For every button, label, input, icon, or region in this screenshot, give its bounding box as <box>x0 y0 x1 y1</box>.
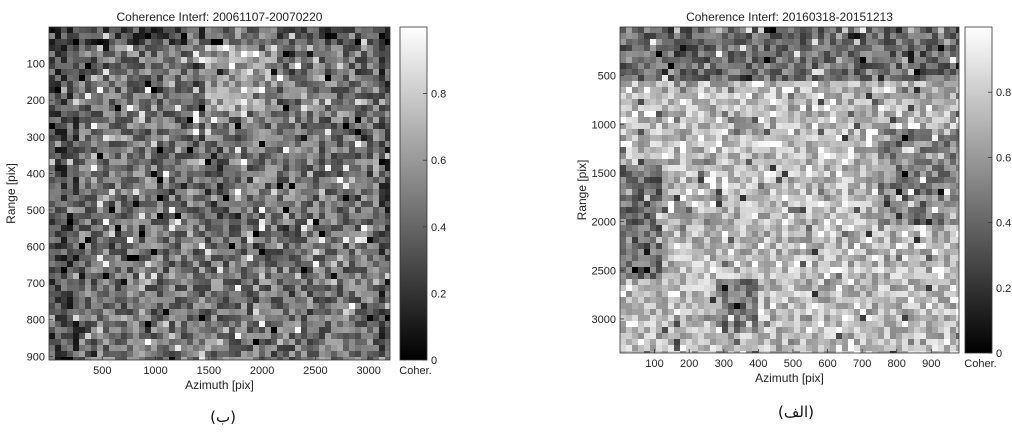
y-tick-label: 400 <box>27 168 45 180</box>
x-tick-label: 200 <box>680 358 698 370</box>
colorbar <box>964 26 993 354</box>
plot-frame <box>619 26 960 354</box>
x-tick-label: 900 <box>922 358 940 370</box>
x-tick-label: 300 <box>715 358 733 370</box>
x-tick-label: 800 <box>888 358 906 370</box>
plot-frame <box>48 26 391 361</box>
y-axis-label: Range [pix] <box>4 163 18 224</box>
chart-title: Coherence Interf: 20160318-20151213 <box>686 10 893 24</box>
x-axis-label: Azimuth [pix] <box>755 371 824 385</box>
colorbar-tick-label: 0 <box>996 348 1002 360</box>
x-tick-label: 1500 <box>197 365 221 377</box>
x-tick-label: 2000 <box>250 365 274 377</box>
y-tick-label: 800 <box>27 315 45 327</box>
y-tick-label: 2000 <box>592 217 616 229</box>
y-tick-label: 700 <box>27 278 45 290</box>
chart-title: Coherence Interf: 20061107-20070220 <box>117 10 323 24</box>
panel-b: Coherence Interf: 20061107-20070220 500 10… <box>4 10 446 426</box>
y-tick-label: 500 <box>27 205 45 217</box>
y-tick-label: 2500 <box>592 265 616 277</box>
x-tick-label: 500 <box>784 358 802 370</box>
coherence-image <box>49 27 390 360</box>
colorbar-label: Coher. <box>399 365 431 377</box>
colorbar <box>399 26 428 361</box>
y-tick-label: 300 <box>27 132 45 144</box>
y-tick-label: 1500 <box>592 168 616 180</box>
y-tick-label: 100 <box>27 59 45 71</box>
coherence-chart-a: Coherence Interf: 20160318-20151213 100 20… <box>575 10 1011 385</box>
colorbar-tick-label: 0.6 <box>996 152 1011 164</box>
caption-a: (الف) <box>778 403 814 421</box>
coherence-image <box>620 27 959 353</box>
y-tick-label: 1000 <box>592 119 616 131</box>
x-axis-label: Azimuth [pix] <box>185 378 254 392</box>
colorbar-tick-label: 0.8 <box>431 89 446 101</box>
coherence-chart-b: Coherence Interf: 20061107-20070220 500 10… <box>4 10 446 392</box>
colorbar-tick-label: 0 <box>431 355 437 367</box>
colorbar-tick-label: 0.6 <box>431 155 446 167</box>
x-tick-label: 2500 <box>303 365 327 377</box>
colorbar-tick-label: 0.8 <box>996 87 1011 99</box>
colorbar-label: Coher. <box>964 358 996 370</box>
x-tick-label: 1000 <box>143 365 167 377</box>
colorbar-tick-label: 0.2 <box>431 288 446 300</box>
y-axis-label: Range [pix] <box>575 160 589 221</box>
panel-a: Coherence Interf: 20160318-20151213 100 20… <box>506 0 1012 433</box>
colorbar-tick-label: 0.4 <box>431 222 446 234</box>
y-tick-label: 200 <box>27 95 45 107</box>
y-tick-label: 600 <box>27 242 45 254</box>
colorbar-tick-label: 0.2 <box>996 283 1011 295</box>
x-tick-label: 3000 <box>356 365 380 377</box>
x-tick-label: 600 <box>818 358 836 370</box>
colorbar-tick-label: 0.4 <box>996 218 1011 230</box>
caption-b: (ب) <box>210 408 236 426</box>
y-tick-label: 3000 <box>592 314 616 326</box>
x-tick-label: 100 <box>645 358 663 370</box>
x-tick-label: 700 <box>853 358 871 370</box>
y-tick-label: 500 <box>598 71 616 83</box>
y-tick-label: 900 <box>27 351 45 363</box>
x-tick-label: 500 <box>93 365 111 377</box>
x-tick-label: 400 <box>749 358 767 370</box>
